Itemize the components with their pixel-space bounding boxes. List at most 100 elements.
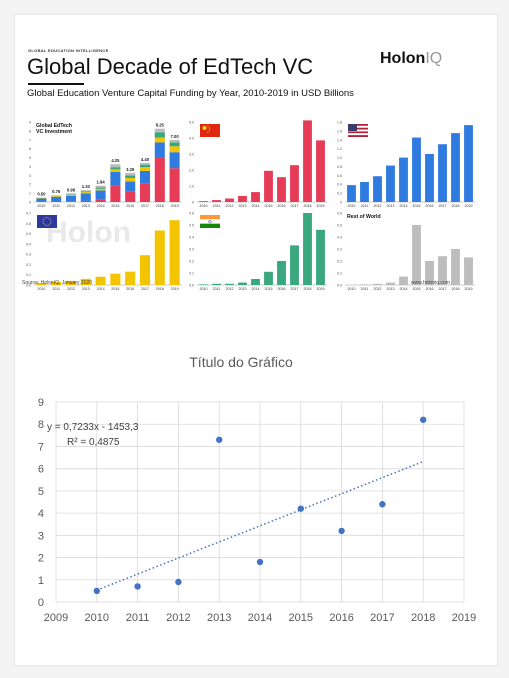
x-tick-label: 2018	[304, 287, 312, 291]
bar	[399, 276, 408, 285]
x-tick-label: 2015	[413, 204, 421, 208]
india-flag-icon	[200, 215, 220, 228]
x-tick-label: 2015	[413, 287, 421, 291]
stacked-bar-segment	[51, 196, 62, 202]
y-tick-label: 1.6	[337, 129, 342, 133]
x-tick-label: 2010	[37, 204, 45, 208]
stacked-bar-segment	[154, 157, 165, 202]
x-tick-label: 2015	[289, 612, 313, 624]
x-tick-label: 2010	[200, 287, 208, 291]
x-tick-label: 2019	[171, 287, 179, 291]
x-tick-label: 2016	[278, 287, 286, 291]
stacked-bar-segment	[169, 146, 180, 153]
stacked-bar-segment	[95, 185, 106, 188]
y-tick-label: 4.0	[189, 137, 194, 141]
x-tick-label: 2019	[452, 612, 476, 624]
europe-bar-chart: 0.0 0.1 0.2 0.3 0.4 0.5 0.6 0.7 2010 2011 2012 2013…	[26, 212, 182, 291]
stacked-bar-segment	[125, 181, 136, 192]
bar	[154, 230, 165, 285]
x-tick-label: 2017	[439, 204, 447, 208]
bar	[110, 273, 121, 285]
y-tick-label: 0.0	[189, 284, 194, 288]
x-tick-label: 2017	[141, 204, 149, 208]
bar	[464, 125, 473, 202]
bar	[451, 249, 460, 285]
y-tick-label: 2.0	[189, 169, 194, 173]
y-tick-label: 1.2	[337, 147, 342, 151]
x-tick-label: 2010	[200, 204, 208, 208]
y-tick-label: 7	[29, 138, 31, 142]
y-tick-label: 0.4	[337, 183, 342, 187]
x-tick-label: 2015	[265, 287, 273, 291]
title-rule	[28, 83, 84, 85]
bar	[65, 280, 77, 285]
y-tick-label: 4	[29, 165, 31, 169]
x-tick-label: 2019	[465, 287, 473, 291]
stacked-bar-segment	[154, 132, 165, 138]
bar	[373, 283, 382, 285]
bar	[386, 165, 395, 202]
infographic-subtitle: Global Education Venture Capital Funding…	[27, 88, 354, 99]
bar-total-label: 8.25	[156, 123, 165, 128]
x-tick-label: 2013	[239, 287, 247, 291]
bar	[169, 220, 180, 285]
x-tick-label: 2016	[278, 204, 286, 208]
x-tick-label: 2009	[44, 612, 68, 624]
x-tick-label: 2012	[374, 204, 382, 208]
bar	[277, 261, 286, 285]
bar	[451, 133, 460, 202]
stacked-bar-segment	[125, 175, 136, 178]
bar	[412, 137, 421, 202]
x-tick-label: 2015	[265, 204, 273, 208]
y-tick-label: 9	[38, 397, 44, 409]
x-tick-label: 2012	[226, 287, 234, 291]
y-tick-label: 1	[38, 575, 44, 587]
x-tick-label: 2012	[374, 287, 382, 291]
x-tick-label: 2011	[52, 287, 60, 291]
stacked-bar-segment	[139, 164, 151, 168]
y-tick-label: 0.3	[337, 248, 342, 252]
y-tick-label: 0.3	[26, 253, 31, 257]
bar	[238, 195, 247, 202]
bar-total-label: 7.00	[171, 134, 180, 139]
x-tick-label: 2010	[37, 287, 45, 291]
bar	[464, 257, 473, 285]
bar	[425, 261, 434, 285]
y-tick-label: 5	[29, 156, 31, 160]
y-tick-label: 0.3	[189, 248, 194, 252]
y-tick-label: 0.4	[189, 236, 194, 240]
x-tick-label: 2018	[304, 204, 312, 208]
y-tick-label: 0.4	[26, 242, 31, 246]
x-tick-label: 2016	[126, 287, 134, 291]
y-tick-label: 6	[38, 464, 44, 476]
y-tick-label: 0.1	[189, 272, 194, 276]
stacked-bar-segment	[154, 128, 165, 133]
x-tick-label: 2017	[291, 287, 299, 291]
trendline-r2: R² = 0,4875	[67, 437, 120, 448]
stacked-bar-segment	[110, 169, 121, 172]
y-tick-label: 5	[38, 486, 44, 498]
scatter-point	[338, 527, 345, 535]
bar-total-label: 4.25	[111, 158, 120, 163]
x-tick-label: 2011	[361, 204, 369, 208]
usa-bar-chart: 0 0.2 0.4 0.6 0.8 1.0 1.2 1.4 1.6 1.8 2010 2011 2012…	[337, 121, 475, 208]
stacked-bar-segment	[154, 137, 165, 143]
x-tick-label: 2017	[291, 204, 299, 208]
x-tick-label: 2018	[156, 204, 164, 208]
stacked-bar-segment	[36, 198, 47, 202]
bar	[225, 283, 234, 285]
y-tick-label: 1.0	[189, 185, 194, 189]
global-bar-chart: 0 1 2 3 4 5 6 7 8 9 0.50 2010 0.76 2011 0.98 2012 1.33 20…	[29, 121, 182, 208]
linear-trendline	[96, 460, 424, 591]
rest-bar-chart: 0.0 0.1 0.2 0.3 0.4 0.5 0.6 2010 2011 2012 2013 201…	[337, 212, 475, 291]
y-tick-label: 0.2	[26, 263, 31, 267]
x-tick-label: 2015	[111, 204, 119, 208]
bar-total-label: 1.33	[82, 184, 91, 189]
stacked-bar-segment	[80, 191, 91, 193]
y-tick-label: 0.7	[26, 212, 31, 216]
x-tick-label: 2014	[252, 204, 260, 208]
stacked-bar-segment	[139, 167, 151, 171]
bar	[125, 271, 136, 285]
bar	[399, 157, 408, 202]
stacked-bar-segment	[110, 167, 121, 170]
